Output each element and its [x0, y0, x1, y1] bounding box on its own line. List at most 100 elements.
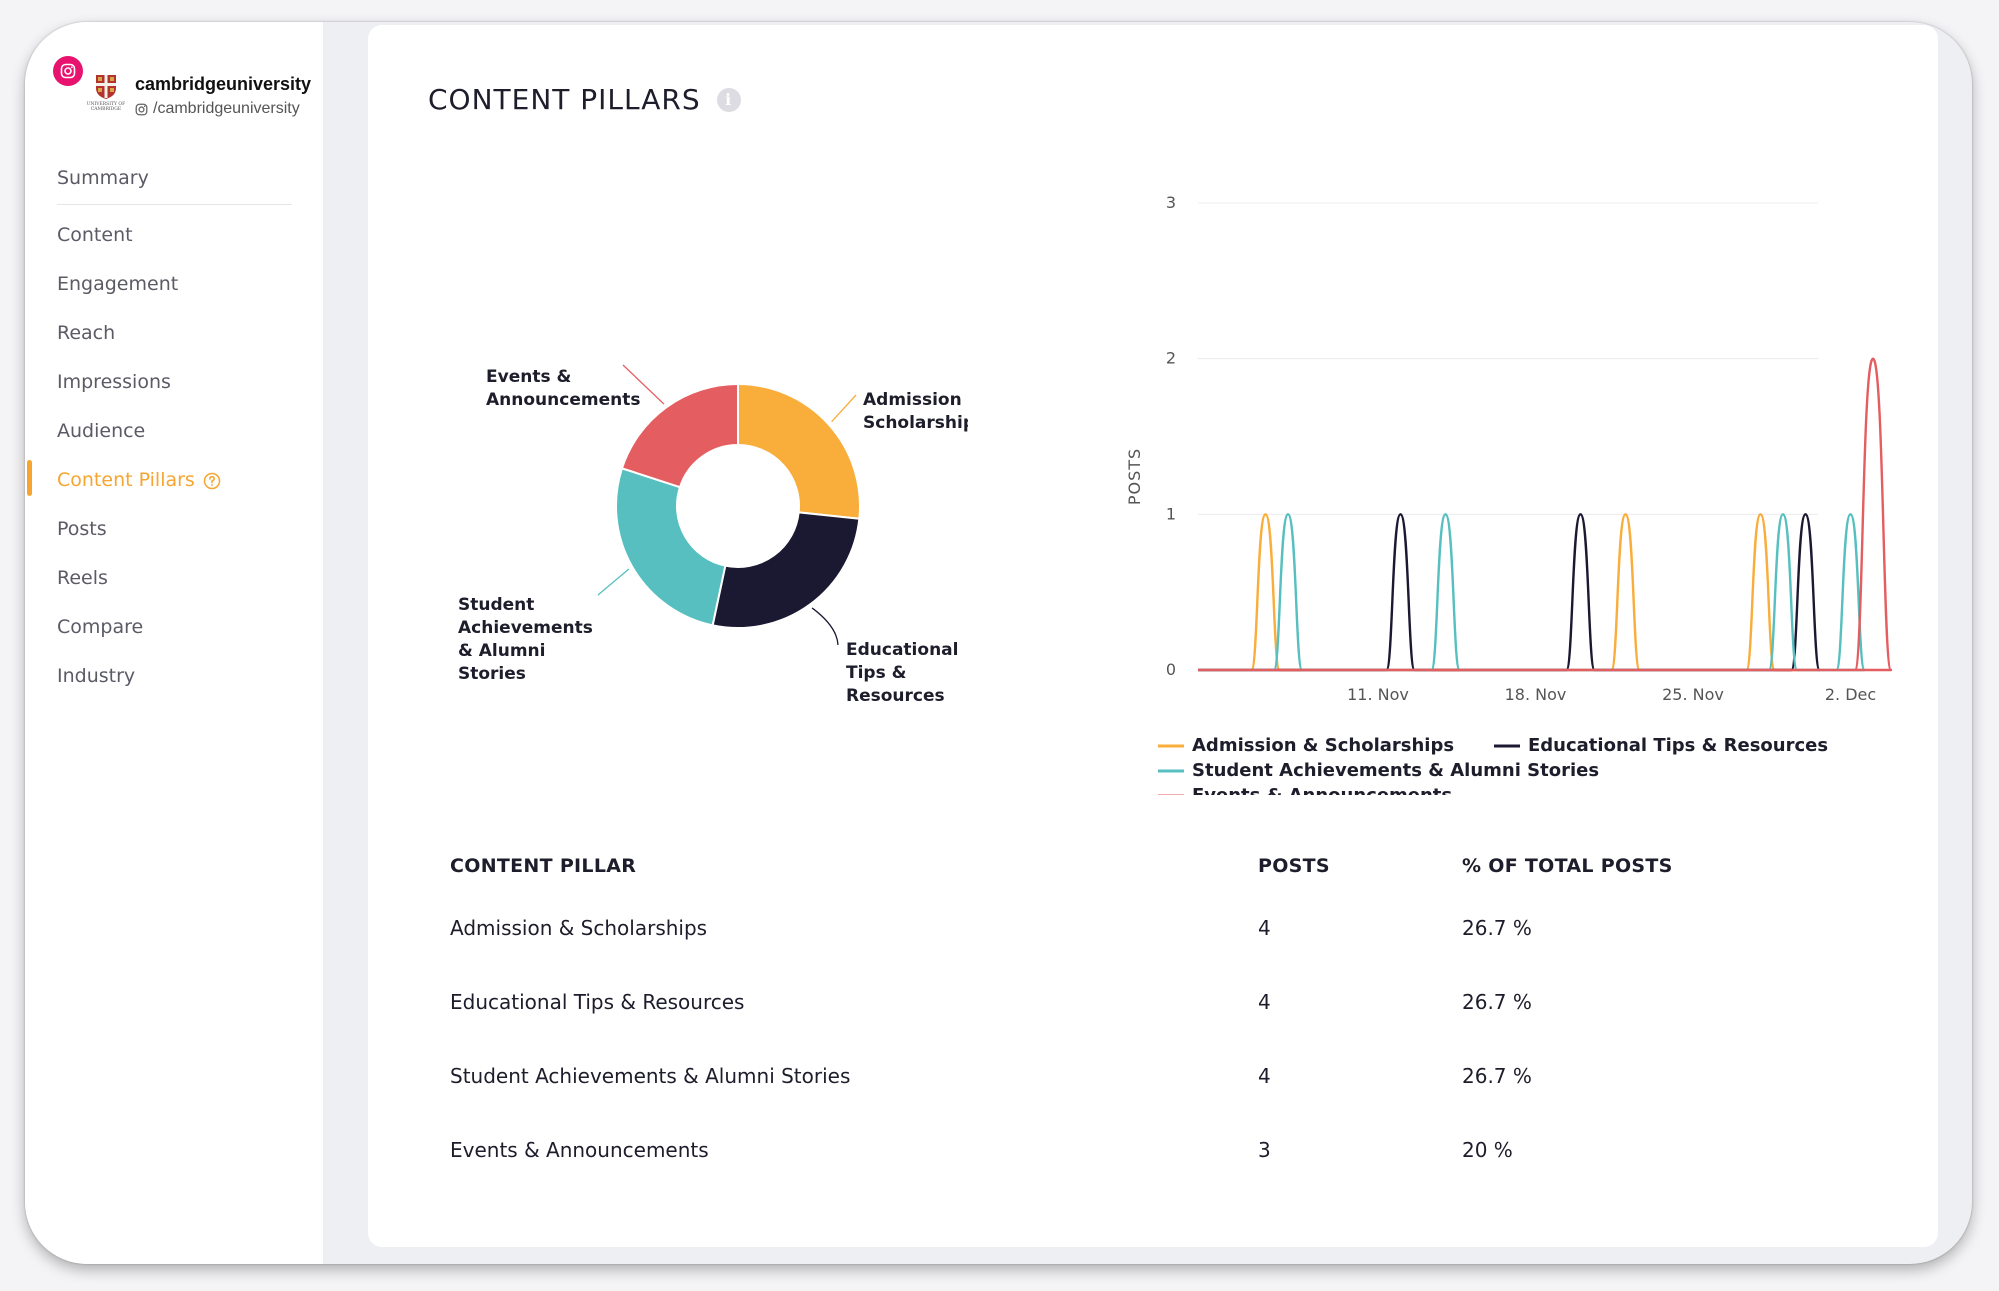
app-window: UNIVERSITY OF CAMBRIDGE cambridgeunivers…: [25, 22, 1972, 1264]
donut-slice-label-line: & Alumni: [458, 641, 545, 661]
logo-wordmark: UNIVERSITY OF CAMBRIDGE: [86, 102, 126, 112]
series-line: [1198, 513, 1821, 672]
account-profile[interactable]: UNIVERSITY OF CAMBRIDGE cambridgeunivers…: [37, 38, 327, 128]
donut-slice-label-line: Stories: [458, 664, 526, 684]
column-header-percent[interactable]: % OF TOTAL POSTS: [1462, 855, 1673, 877]
sidebar-item-label: Audience: [57, 420, 146, 442]
donut-leader-line: [622, 364, 665, 405]
sidebar-item-posts[interactable]: Posts: [57, 505, 292, 554]
post-count: 4: [1258, 990, 1271, 1014]
table-header: CONTENT PILLAR POSTS % OF TOTAL POSTS: [450, 841, 1850, 891]
line-chart: 0 1 2 3 11. Nov 18. Nov 25. Nov 2. Dec POSTS Admi…: [1118, 155, 1898, 806]
table-row: Admission & Scholarships 4 26.7 %: [450, 891, 1850, 965]
sidebar-item-industry[interactable]: Industry: [57, 652, 292, 701]
pillar-name: Events & Announcements: [450, 1138, 709, 1162]
sidebar-item-label: Compare: [57, 616, 144, 638]
instagram-icon: [53, 56, 83, 86]
pillar-name: Educational Tips & Resources: [450, 990, 745, 1014]
table-row: Events & Announcements 3 20 %: [450, 1113, 1850, 1187]
sidebar-item-engagement[interactable]: Engagement: [57, 260, 292, 309]
post-count: 4: [1258, 1064, 1271, 1088]
account-name: cambridgeuniversity: [135, 74, 312, 94]
account-handle-text: /cambridgeuniversity: [153, 100, 300, 117]
sidebar-item-content-pillars[interactable]: Content Pillars: [57, 456, 292, 505]
active-indicator: [27, 460, 32, 496]
pillar-name: Admission & Scholarships: [450, 916, 708, 940]
account-handle: /cambridgeuniversity: [135, 100, 300, 118]
x-tick-label: 25. Nov: [1662, 685, 1724, 704]
sidebar-item-reels[interactable]: Reels: [57, 554, 292, 603]
sidebar: UNIVERSITY OF CAMBRIDGE cambridgeunivers…: [25, 22, 323, 1264]
donut-slice-label-line: Announcements: [486, 390, 640, 410]
sidebar-item-label: Reels: [57, 567, 108, 589]
donut-slice: [737, 382, 861, 520]
donut-chart-svg: Admission & Scholarships Educational Tips &…: [458, 364, 985, 706]
donut-slice: [615, 467, 727, 627]
page-title-text: CONTENT PILLARS: [428, 83, 701, 116]
line-chart-svg: 0 1 2 3 11. Nov 18. Nov 25. Nov 2. Dec POSTS Admi…: [1125, 193, 1893, 806]
sidebar-item-label: Content Pillars: [57, 469, 195, 491]
donut-slice-label-line: Resources: [846, 686, 945, 705]
donut-leader-line: [811, 607, 839, 646]
legend-label: Admission & Scholarships: [1192, 735, 1454, 756]
post-percent: 26.7 %: [1462, 1064, 1532, 1088]
post-percent: 26.7 %: [1462, 990, 1532, 1014]
post-percent: 20 %: [1462, 1138, 1513, 1162]
sidebar-nav: Summary Content Engagement Reach Impress…: [57, 152, 292, 701]
y-tick-label: 0: [1166, 660, 1176, 679]
legend-label: Student Achievements & Alumni Stories: [1192, 760, 1599, 781]
donut-slice-label-line: Student: [458, 595, 534, 615]
sidebar-item-audience[interactable]: Audience: [57, 407, 292, 456]
help-icon[interactable]: [203, 472, 221, 490]
donut-slice-label-line: Achievements: [458, 618, 593, 638]
sidebar-item-label: Reach: [57, 322, 116, 344]
post-percent: 26.7 %: [1462, 916, 1532, 940]
x-tick-label: 18. Nov: [1505, 685, 1567, 704]
university-logo: UNIVERSITY OF CAMBRIDGE: [81, 74, 131, 130]
column-header-posts[interactable]: POSTS: [1258, 855, 1330, 877]
sidebar-item-compare[interactable]: Compare: [57, 603, 292, 652]
donut-slice-label-line: Tips &: [846, 663, 907, 683]
series-line: [1198, 357, 1893, 672]
donut-slice-label: Admission & Scholarships: [863, 390, 968, 433]
post-count: 4: [1258, 916, 1271, 940]
donut-slice-label-line: Educational: [846, 640, 958, 660]
page-title: CONTENT PILLARS i: [428, 83, 741, 116]
legend-label: Events & Announcements: [1192, 785, 1452, 795]
x-tick-label: 2. Dec: [1825, 685, 1876, 704]
sidebar-item-label: Posts: [57, 518, 107, 540]
post-count: 3: [1258, 1138, 1271, 1162]
donut-slice-label: Events & Announcements: [486, 367, 640, 410]
donut-slice: [711, 511, 861, 629]
donut-slice-label-line: Admission &: [863, 390, 968, 410]
donut-slice-label-line: Events &: [486, 367, 571, 387]
donut-slice-label: Student Achievements & Alumni Stories: [458, 595, 593, 684]
sidebar-item-content[interactable]: Content: [57, 211, 292, 260]
sidebar-item-impressions[interactable]: Impressions: [57, 358, 292, 407]
donut-chart: Admission & Scholarships Educational Tips &…: [448, 305, 985, 706]
legend-label: Educational Tips & Resources: [1528, 735, 1828, 756]
column-header-pillar[interactable]: CONTENT PILLAR: [450, 855, 637, 877]
instagram-small-icon: [135, 103, 148, 115]
sidebar-item-label: Summary: [57, 167, 149, 189]
sidebar-item-label: Engagement: [57, 273, 179, 295]
info-icon[interactable]: i: [716, 87, 741, 112]
x-tick-label: 11. Nov: [1347, 685, 1409, 704]
content-pillar-table: CONTENT PILLAR POSTS % OF TOTAL POSTS Ad…: [450, 841, 1850, 1187]
pillar-name: Student Achievements & Alumni Stories: [450, 1064, 851, 1088]
sidebar-item-summary[interactable]: Summary: [57, 152, 292, 205]
table-row: Educational Tips & Resources 4 26.7 %: [450, 965, 1850, 1039]
donut-slice-label-line: Scholarships: [863, 413, 968, 433]
y-axis-label: POSTS: [1125, 448, 1144, 505]
donut-slice: [620, 382, 739, 489]
sidebar-item-reach[interactable]: Reach: [57, 309, 292, 358]
donut-slice-label: Educational Tips & Resources: [846, 640, 958, 705]
content-pillars-panel: CONTENT PILLARS i Admission & Scholarship…: [368, 25, 1938, 1247]
sidebar-item-label: Impressions: [57, 371, 171, 393]
sidebar-item-label: Industry: [57, 665, 136, 687]
y-tick-label: 3: [1166, 193, 1176, 212]
series-line: [1198, 513, 1818, 672]
y-tick-label: 2: [1166, 349, 1176, 368]
donut-leader-line: [597, 568, 630, 596]
donut-leader-line: [831, 394, 857, 423]
